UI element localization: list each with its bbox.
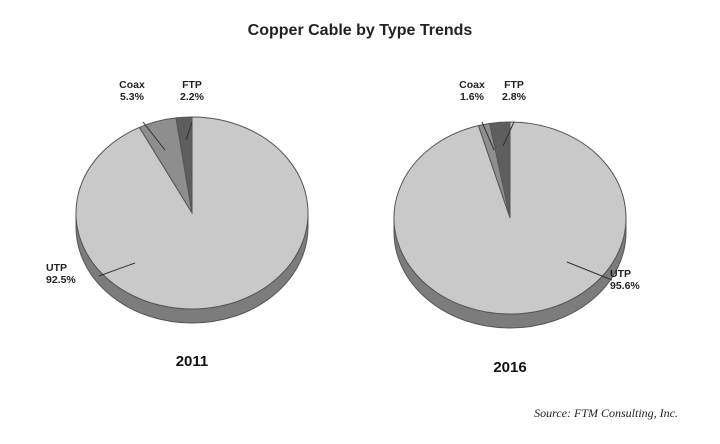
slice-value-ftp: 2.8% — [502, 91, 527, 103]
pie-year-label: 2016 — [493, 359, 526, 376]
pie-year-label: 2011 — [176, 353, 209, 370]
slice-label-ftp: FTP — [182, 79, 202, 91]
slice-value-coax: 5.3% — [120, 91, 145, 103]
leader-line-utp — [566, 261, 613, 281]
leader-line-ftp — [502, 121, 515, 147]
leader-line-coax — [481, 121, 495, 151]
slice-label-coax: Coax — [119, 79, 145, 91]
slice-value-utp: 92.5% — [46, 274, 76, 286]
leader-line-utp — [98, 262, 136, 277]
slice-utp — [393, 121, 627, 315]
chart-title: Copper Cable by Type Trends — [247, 22, 473, 39]
slice-utp — [75, 116, 309, 310]
slice-value-ftp: 2.2% — [180, 91, 205, 103]
leader-line-ftp — [185, 121, 193, 141]
slice-label-utp: UTP — [610, 268, 631, 280]
leader-line-coax — [142, 121, 166, 151]
slice-label-ftp: FTP — [504, 79, 524, 91]
slice-label-utp: UTP — [46, 262, 67, 274]
slice-value-utp: 95.6% — [610, 280, 640, 292]
slice-label-coax: Coax — [459, 79, 485, 91]
slice-value-coax: 1.6% — [460, 91, 485, 103]
source-note: Source: FTM Consulting, Inc. — [534, 406, 678, 420]
